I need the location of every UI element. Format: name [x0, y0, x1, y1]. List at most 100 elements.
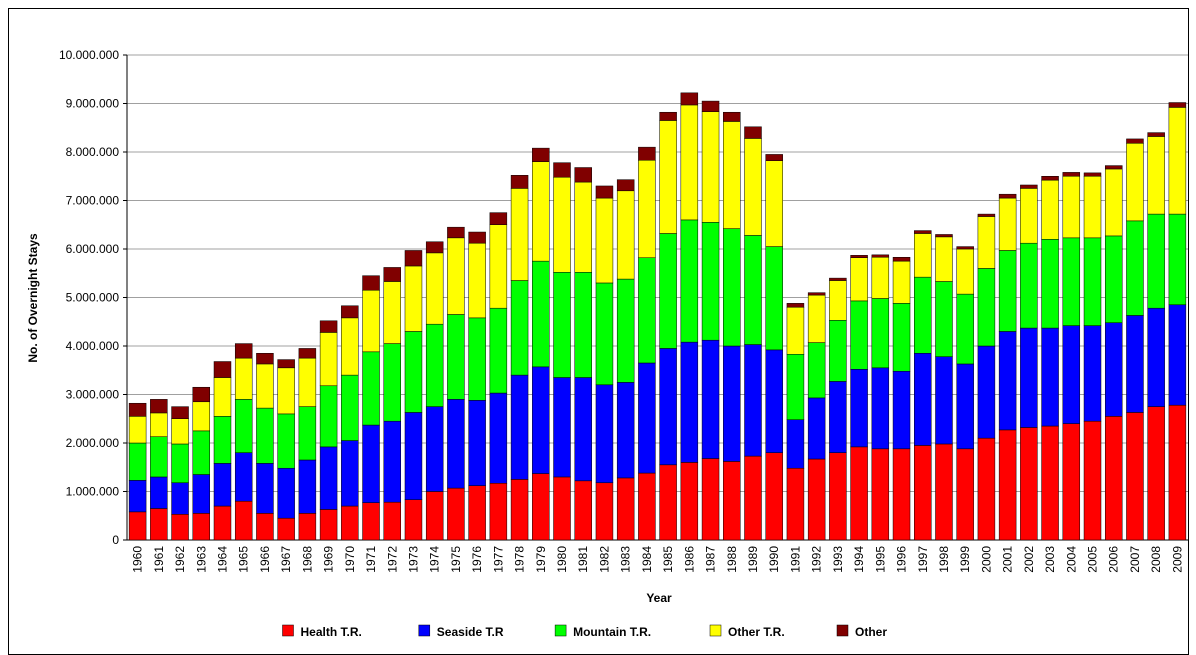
x-tick-label: 1984: [640, 546, 654, 573]
bar-segment: [701, 111, 720, 223]
bar-segment: [1020, 188, 1038, 244]
x-tick-label: 1971: [364, 546, 378, 573]
bar-segment: [595, 185, 614, 199]
bar-segment: [1126, 138, 1144, 144]
bar-segment: [829, 381, 847, 453]
y-tick-label: 2.000.000: [66, 436, 120, 450]
bar-segment: [1083, 176, 1102, 239]
bar-segment: [680, 104, 699, 221]
bar-segment: [850, 369, 868, 448]
bar-segment: [765, 349, 783, 453]
bar-segment: [319, 446, 338, 510]
legend-label: Health T.R.: [301, 625, 362, 639]
bar-segment: [192, 386, 211, 403]
bar-segment: [701, 458, 720, 541]
bar-segment: [871, 448, 890, 541]
bar-segment: [341, 505, 359, 541]
bar-segment: [1147, 307, 1165, 407]
bar-segment: [341, 374, 359, 441]
bar-segment: [150, 399, 168, 414]
bar-segment: [489, 307, 508, 394]
bar-segment: [786, 353, 805, 420]
x-tick-label: 2007: [1128, 546, 1142, 573]
legend-swatch: [554, 624, 567, 637]
bar-segment: [150, 476, 168, 509]
bar-segment: [701, 339, 720, 459]
x-tick-label: 1983: [619, 546, 633, 573]
bar-segment: [1147, 136, 1165, 215]
bar-segment: [616, 382, 635, 479]
x-tick-label: 1963: [194, 546, 208, 573]
bar-segment: [341, 440, 359, 507]
bar-segment: [850, 446, 868, 541]
bar-segment: [892, 256, 911, 262]
bar-segment: [425, 491, 444, 541]
bar-segment: [765, 246, 783, 351]
bar-segment: [468, 400, 486, 486]
legend-label: Other: [855, 625, 887, 639]
bar-segment: [553, 272, 571, 378]
bar-segment: [574, 167, 592, 183]
legend-label: Other T.R.: [728, 625, 785, 639]
bar-segment: [659, 120, 677, 234]
bar-segment: [595, 282, 614, 386]
bar-segment: [1041, 176, 1059, 181]
bar-segment: [638, 257, 656, 364]
y-axis-label: No. of Overnight Stays: [26, 233, 40, 363]
bar-segment: [1083, 420, 1102, 541]
bar-segment: [256, 363, 274, 409]
bar-segment: [701, 100, 720, 112]
bar-segment: [638, 146, 656, 161]
y-tick-label: 5.000.000: [66, 291, 120, 305]
bar-segment: [914, 230, 932, 234]
x-tick-label: 1991: [788, 546, 802, 573]
bar-segment: [1041, 239, 1059, 329]
bar-segment: [680, 219, 699, 343]
x-tick-label: 1979: [534, 546, 548, 573]
bar-segment: [595, 482, 614, 541]
bar-segment: [1147, 406, 1165, 541]
bar-segment: [914, 233, 932, 278]
x-tick-label: 1982: [597, 546, 611, 573]
bar-segment: [404, 250, 423, 267]
bar-segment: [1168, 404, 1187, 541]
bar-segment: [341, 305, 359, 319]
x-tick-label: 1961: [152, 546, 166, 573]
x-tick-label: 1993: [831, 546, 845, 573]
bar-segment: [977, 268, 996, 347]
bar-segment: [998, 429, 1017, 541]
bar-segment: [1168, 107, 1187, 215]
x-tick-label: 1968: [300, 546, 314, 573]
bar-segment: [468, 485, 486, 541]
bar-segment: [871, 367, 890, 450]
bar-segment: [1062, 172, 1081, 177]
bar-segment: [341, 317, 359, 376]
bar-segment: [256, 353, 274, 365]
bar-segment: [1104, 235, 1123, 323]
y-tick-label: 3.000.000: [66, 388, 120, 402]
bar-segment: [998, 197, 1017, 251]
x-tick-label: 1996: [895, 546, 909, 573]
bar-segment: [553, 476, 571, 541]
bar-segment: [553, 162, 571, 178]
bar-segment: [383, 420, 401, 503]
bar-segment: [150, 412, 168, 437]
y-tick-label: 1.000.000: [66, 485, 120, 499]
bar-segment: [277, 517, 295, 541]
bar-segment: [319, 332, 338, 387]
bar-segment: [977, 213, 996, 217]
bar-segment: [192, 513, 211, 541]
x-tick-label: 1980: [555, 546, 569, 573]
bar-segment: [850, 300, 868, 370]
bar-segment: [595, 384, 614, 484]
x-tick-label: 2006: [1107, 546, 1121, 573]
x-tick-label: 1987: [704, 546, 718, 573]
bar-segment: [532, 260, 550, 368]
bar-segment: [277, 367, 295, 415]
bar-segment: [574, 272, 592, 378]
bar-segment: [744, 344, 762, 457]
bar-segment: [362, 351, 380, 426]
x-tick-label: 1997: [916, 546, 930, 573]
bar-segment: [807, 294, 826, 343]
